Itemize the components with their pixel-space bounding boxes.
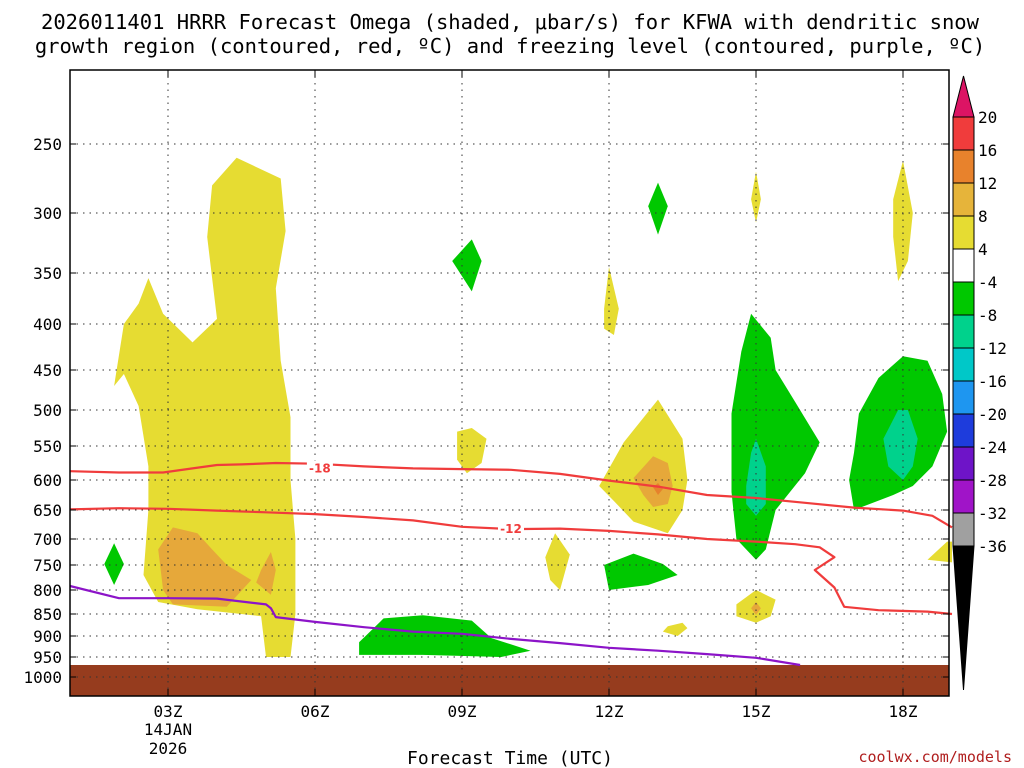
omega-region-17 <box>746 438 766 516</box>
omega-region-23 <box>883 410 918 480</box>
colorbar-label--20: -20 <box>978 405 1007 424</box>
colorbar-label-16: 16 <box>978 141 997 160</box>
omega-region-20 <box>751 171 761 223</box>
date-label-year: 2026 <box>149 739 188 758</box>
colorbar-label--12: -12 <box>978 339 1007 358</box>
y-tick-label-900: 900 <box>33 627 62 646</box>
isotherm-0 <box>69 584 801 667</box>
y-tick-label-650: 650 <box>33 501 62 520</box>
colorbar-segment-10 <box>952 413 975 448</box>
colorbar-label-8: 8 <box>978 207 988 226</box>
isotherm-label--18: -18 <box>309 461 331 475</box>
credit-label[interactable]: coolwx.com/models <box>858 748 1012 766</box>
x-tick-label-15Z: 15Z <box>742 702 771 721</box>
omega-region-24 <box>927 541 952 563</box>
isotherm-label--12: -12 <box>500 522 522 536</box>
omega-region-6 <box>452 239 482 292</box>
omega-region-4 <box>104 543 124 585</box>
x-tick-label-12Z: 12Z <box>595 702 624 721</box>
colorbar-label--32: -32 <box>978 504 1007 523</box>
omega-region-3 <box>256 552 276 595</box>
colorbar-segment-5 <box>952 248 975 283</box>
colorbar-bottom-arrow <box>952 545 975 691</box>
y-tick-label-1000: 1000 <box>23 668 62 687</box>
axes: 250 300 350 400 450 500 550 600 650 700 750 800 850 9… <box>23 70 949 721</box>
x-tick-label-18Z: 18Z <box>889 702 918 721</box>
ground-fill <box>70 665 949 696</box>
isotherm-label-bg--12 <box>498 521 524 538</box>
colorbar-top-arrow <box>952 75 975 118</box>
y-tick-label-450: 450 <box>33 361 62 380</box>
omega-region-16 <box>731 313 820 560</box>
isotherm--18 <box>69 461 953 529</box>
colorbar-segment-3 <box>952 182 975 217</box>
y-tick-label-750: 750 <box>33 556 62 575</box>
omega-region-7 <box>545 533 570 590</box>
colorbar-label--16: -16 <box>978 372 1007 391</box>
y-tick-label-350: 350 <box>33 264 62 283</box>
chart-title-line-2: growth region (contoured, red, ºC) and f… <box>35 34 985 58</box>
plot-frame <box>69 69 950 697</box>
colorbar-segment-7 <box>952 314 975 349</box>
gridlines <box>70 70 949 696</box>
omega-region-13 <box>604 553 678 590</box>
colorbar-segment-12 <box>952 479 975 514</box>
colorbar-label--28: -28 <box>978 471 1007 490</box>
omega-region-14 <box>662 622 688 636</box>
colorbar-segment-8 <box>952 347 975 382</box>
colorbar-label--8: -8 <box>978 306 997 325</box>
isotherm-label-bg--18 <box>306 460 333 477</box>
y-tick-label-500: 500 <box>33 401 62 420</box>
colorbar-segment-2 <box>952 149 975 184</box>
isotherm-contours: -18 -12 <box>69 460 953 667</box>
colorbar: 20 16 12 8 4 -4 -8 -12 -16 -20 -24 -28 -32 -36 <box>952 75 1007 691</box>
omega-region-15 <box>359 615 531 657</box>
date-label-day: 14JAN <box>144 720 192 739</box>
omega-region-1 <box>114 157 296 658</box>
colorbar-segment-6 <box>952 281 975 316</box>
y-tick-label-800: 800 <box>33 581 62 600</box>
colorbar-segment-13 <box>952 512 975 547</box>
y-tick-label-250: 250 <box>33 135 62 154</box>
colorbar-segment-11 <box>952 446 975 481</box>
y-tick-label-950: 950 <box>33 648 62 667</box>
y-tick-label-400: 400 <box>33 315 62 334</box>
colorbar-label--4: -4 <box>978 273 997 292</box>
omega-region-19 <box>751 602 761 615</box>
omega-region-9 <box>599 399 688 534</box>
y-tick-label-550: 550 <box>33 437 62 456</box>
x-axis-label: Forecast Time (UTC) <box>407 748 613 768</box>
y-tick-label-850: 850 <box>33 605 62 624</box>
colorbar-label--24: -24 <box>978 438 1007 457</box>
omega-region-12 <box>648 182 668 235</box>
colorbar-segment-9 <box>952 380 975 415</box>
y-tick-label-600: 600 <box>33 471 62 490</box>
omega-shaded-regions <box>104 157 952 658</box>
omega-region-8 <box>604 267 619 335</box>
omega-region-2 <box>158 527 252 607</box>
chart-title-line-1: 2026011401 HRRR Forecast Omega (shaded, … <box>41 10 980 34</box>
omega-region-10 <box>633 456 673 507</box>
colorbar-label-20: 20 <box>978 108 997 127</box>
x-tick-label-06Z: 06Z <box>301 702 330 721</box>
y-tick-label-700: 700 <box>33 530 62 549</box>
x-tick-label-09Z: 09Z <box>448 702 477 721</box>
colorbar-label-12: 12 <box>978 174 997 193</box>
colorbar-segment-4 <box>952 215 975 250</box>
omega-region-5 <box>457 428 487 474</box>
colorbar-segment-1 <box>952 116 975 151</box>
colorbar-label-4: 4 <box>978 240 988 259</box>
isotherm--12 <box>69 507 953 616</box>
ground-layer <box>70 665 949 696</box>
colorbar-label--36: -36 <box>978 537 1007 556</box>
y-tick-label-300: 300 <box>33 204 62 223</box>
x-tick-label-03Z: 03Z <box>154 702 183 721</box>
